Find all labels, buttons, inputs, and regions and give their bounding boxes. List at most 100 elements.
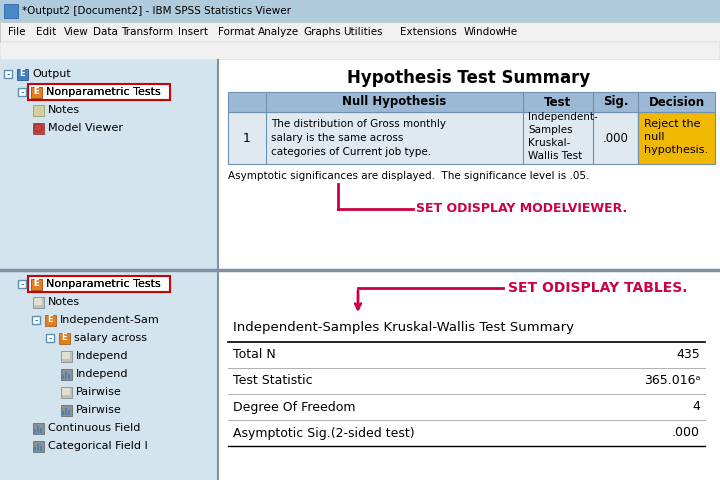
FancyBboxPatch shape (61, 369, 72, 380)
Text: .000: .000 (603, 132, 629, 144)
Text: E: E (33, 87, 39, 96)
Text: Independ: Independ (76, 351, 128, 361)
Text: -: - (6, 69, 10, 79)
Text: He: He (503, 27, 517, 37)
Text: Notes: Notes (48, 105, 80, 115)
Text: Format: Format (218, 27, 255, 37)
Text: Asymptotic Sig.(2-sided test): Asymptotic Sig.(2-sided test) (233, 427, 415, 440)
Text: File: File (8, 27, 25, 37)
FancyBboxPatch shape (34, 447, 36, 451)
FancyBboxPatch shape (0, 269, 720, 272)
Text: E: E (33, 279, 39, 288)
FancyBboxPatch shape (18, 88, 26, 96)
FancyBboxPatch shape (0, 22, 720, 42)
FancyBboxPatch shape (17, 69, 28, 80)
FancyBboxPatch shape (31, 87, 42, 98)
Text: 4: 4 (692, 400, 700, 413)
FancyBboxPatch shape (33, 441, 44, 452)
FancyBboxPatch shape (0, 0, 720, 22)
FancyBboxPatch shape (33, 423, 44, 434)
Text: E: E (19, 70, 24, 79)
FancyBboxPatch shape (0, 42, 720, 60)
Text: Independent-Sam: Independent-Sam (60, 315, 160, 325)
Text: The distribution of Gross monthly: The distribution of Gross monthly (271, 119, 446, 129)
FancyBboxPatch shape (68, 410, 70, 415)
Text: Output: Output (32, 69, 71, 79)
FancyBboxPatch shape (33, 105, 44, 116)
Text: SET ODISPLAY TABLES.: SET ODISPLAY TABLES. (508, 281, 688, 295)
Text: E: E (48, 315, 53, 324)
Text: Data: Data (93, 27, 117, 37)
Text: Degree Of Freedom: Degree Of Freedom (233, 400, 356, 413)
Text: 365.016ᵃ: 365.016ᵃ (644, 374, 700, 387)
FancyBboxPatch shape (62, 375, 64, 379)
Text: Reject the: Reject the (644, 119, 701, 129)
Text: Wallis Test: Wallis Test (528, 151, 582, 161)
FancyBboxPatch shape (228, 112, 638, 164)
Text: Notes: Notes (48, 297, 80, 307)
Text: -: - (20, 87, 24, 97)
FancyBboxPatch shape (62, 352, 70, 359)
FancyBboxPatch shape (31, 87, 42, 98)
Text: null: null (644, 132, 665, 142)
FancyBboxPatch shape (61, 405, 72, 416)
FancyBboxPatch shape (40, 446, 42, 451)
Text: Independ: Independ (76, 369, 128, 379)
Text: -: - (20, 279, 24, 289)
Text: categories of Current job type.: categories of Current job type. (271, 147, 431, 157)
Text: Nonparametric Tests: Nonparametric Tests (46, 279, 161, 289)
FancyBboxPatch shape (18, 280, 26, 288)
FancyBboxPatch shape (62, 388, 70, 395)
Text: Kruskal-: Kruskal- (528, 138, 570, 148)
Text: Independent-Samples Kruskal-Wallis Test Summary: Independent-Samples Kruskal-Wallis Test … (233, 322, 574, 335)
Text: Insert: Insert (178, 27, 208, 37)
FancyBboxPatch shape (638, 112, 715, 164)
FancyBboxPatch shape (31, 279, 42, 290)
FancyBboxPatch shape (40, 428, 42, 433)
Text: Test Statistic: Test Statistic (233, 374, 312, 387)
FancyBboxPatch shape (46, 334, 54, 342)
Text: 435: 435 (676, 348, 700, 361)
Text: Categorical Field I: Categorical Field I (48, 441, 148, 451)
Text: Model Viewer: Model Viewer (48, 123, 123, 133)
Text: Test: Test (544, 96, 572, 108)
Text: *Output2 [Document2] - IBM SPSS Statistics Viewer: *Output2 [Document2] - IBM SPSS Statisti… (22, 6, 291, 16)
Circle shape (34, 124, 42, 132)
Text: -: - (35, 315, 37, 325)
Text: Window: Window (463, 27, 504, 37)
Text: Edit: Edit (36, 27, 56, 37)
Text: Samples: Samples (528, 125, 572, 135)
FancyBboxPatch shape (4, 70, 12, 78)
Text: .000: .000 (672, 427, 700, 440)
FancyBboxPatch shape (59, 333, 70, 344)
FancyBboxPatch shape (34, 429, 36, 433)
Text: salary across: salary across (74, 333, 147, 343)
FancyBboxPatch shape (31, 279, 42, 290)
FancyBboxPatch shape (37, 444, 39, 451)
Text: Asymptotic significances are displayed.  The significance level is .05.: Asymptotic significances are displayed. … (228, 171, 590, 181)
Text: Pairwise: Pairwise (76, 405, 122, 415)
Text: Null Hypothesis: Null Hypothesis (343, 96, 446, 108)
Text: E: E (61, 334, 67, 343)
FancyBboxPatch shape (4, 4, 18, 18)
Text: Pairwise: Pairwise (76, 387, 122, 397)
Text: Total N: Total N (233, 348, 276, 361)
FancyBboxPatch shape (32, 316, 40, 324)
Text: View: View (64, 27, 89, 37)
Text: Independent-: Independent- (528, 112, 598, 122)
FancyBboxPatch shape (28, 276, 170, 292)
FancyBboxPatch shape (61, 387, 72, 398)
FancyBboxPatch shape (33, 123, 44, 134)
Text: Hypothesis Test Summary: Hypothesis Test Summary (347, 69, 590, 87)
FancyBboxPatch shape (228, 92, 715, 112)
FancyBboxPatch shape (28, 84, 170, 100)
FancyBboxPatch shape (34, 298, 42, 305)
FancyBboxPatch shape (65, 408, 67, 415)
FancyBboxPatch shape (65, 372, 67, 379)
FancyBboxPatch shape (33, 297, 44, 308)
Text: Sig.: Sig. (603, 96, 629, 108)
FancyBboxPatch shape (45, 315, 56, 326)
FancyBboxPatch shape (218, 60, 720, 480)
Text: SET ODISPLAY MODELVIEWER.: SET ODISPLAY MODELVIEWER. (416, 203, 627, 216)
FancyBboxPatch shape (61, 351, 72, 362)
